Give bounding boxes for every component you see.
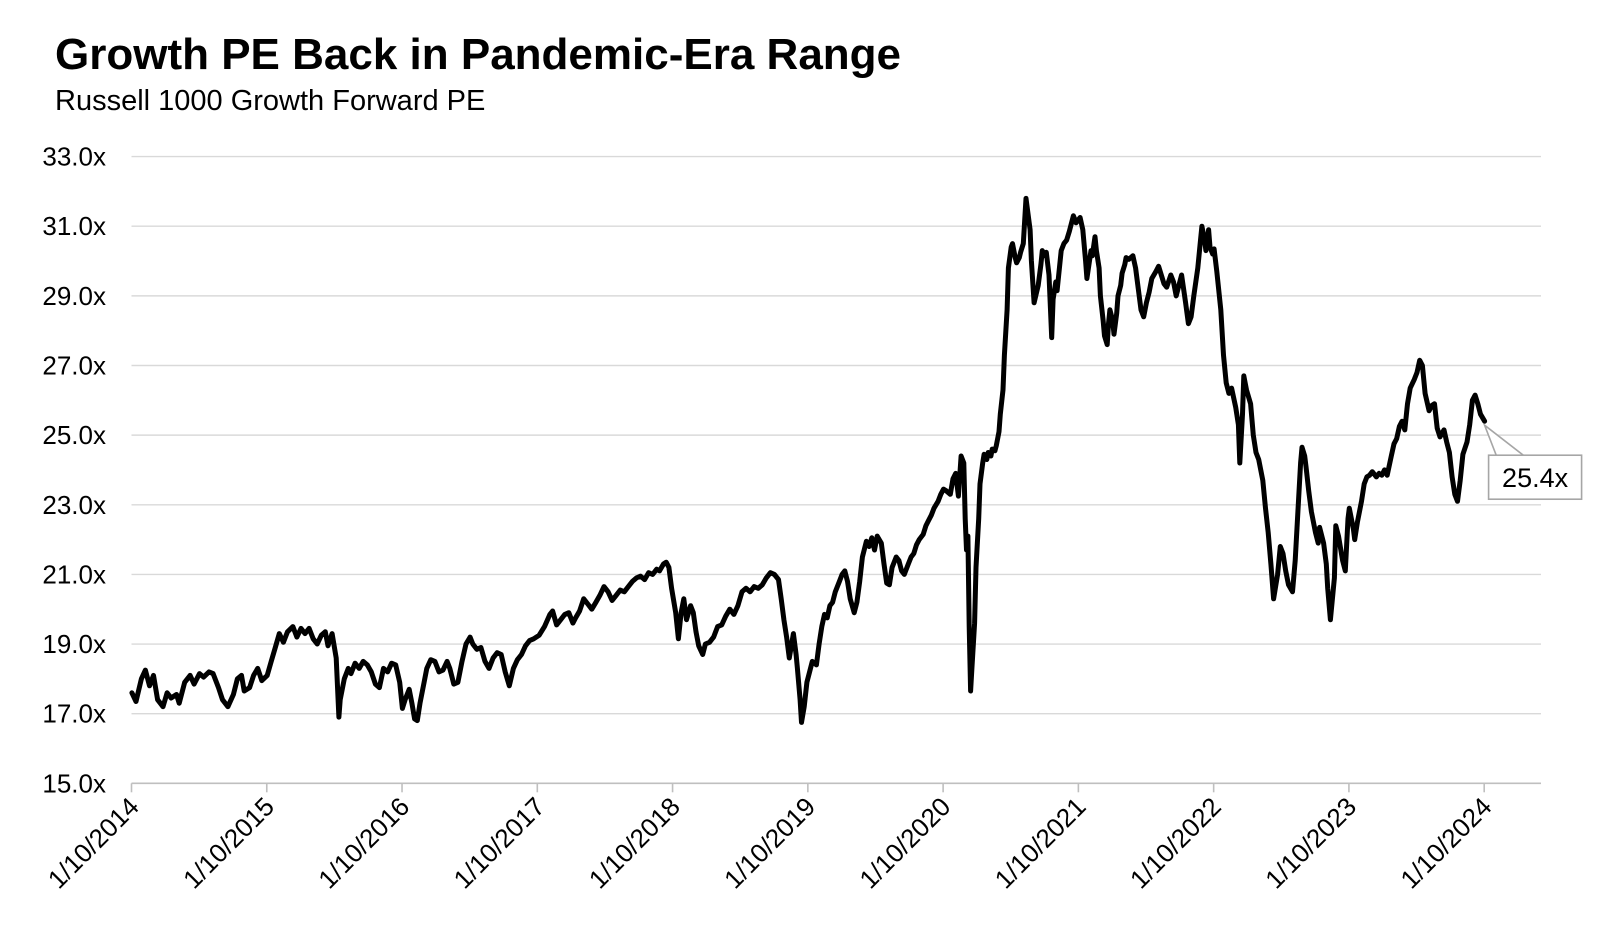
x-axis-label: 1/10/2014 [42,791,145,894]
callout-value-label: 25.4x [1502,463,1569,493]
y-axis-label: 19.0x [42,629,106,659]
x-axis-label: 1/10/2020 [853,791,956,894]
y-axis-label: 25.0x [42,420,106,450]
x-axis-label: 1/10/2016 [312,791,415,894]
x-axis-label: 1/10/2021 [989,791,1092,894]
x-axis-label: 1/10/2023 [1259,791,1362,894]
callout-box [1487,454,1583,501]
chart-subtitle: Russell 1000 Growth Forward PE [55,85,486,117]
y-axis-label: 33.0x [42,142,106,172]
x-axis-label: 1/10/2017 [448,791,551,894]
y-axis-label: 17.0x [42,699,106,729]
x-axis-label: 1/10/2019 [718,791,821,894]
callout-leader [1482,422,1527,458]
y-axis-label: 27.0x [42,351,106,381]
x-axis-label: 1/10/2022 [1124,791,1227,894]
chart-title: Growth PE Back in Pandemic-Era Range [55,30,902,79]
y-axis-label: 15.0x [42,768,106,798]
y-axis-label: 23.0x [42,490,106,520]
x-axis-label: 1/10/2015 [177,791,280,894]
y-axis-label: 21.0x [42,559,106,589]
y-axis-label: 31.0x [42,211,106,241]
x-axis-label: 1/10/2024 [1394,791,1497,894]
y-axis-label: 29.0x [42,281,106,311]
x-axis-label: 1/10/2018 [583,791,686,894]
series-line [129,195,1488,725]
